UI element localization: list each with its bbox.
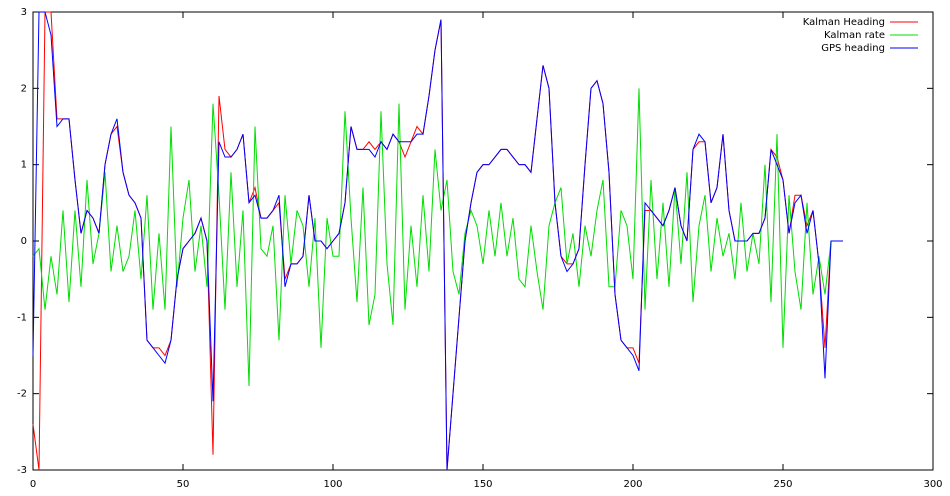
x-tick-label: 100 bbox=[323, 479, 342, 490]
y-tick-label: 2 bbox=[21, 83, 27, 94]
series-line bbox=[32, 88, 843, 387]
y-tick-label: -2 bbox=[17, 389, 27, 400]
x-tick-label: 250 bbox=[773, 479, 792, 490]
y-tick-label: 0 bbox=[21, 236, 27, 247]
x-tick-label: 50 bbox=[177, 479, 190, 490]
y-tick-label: 1 bbox=[21, 160, 27, 171]
x-tick-label: 0 bbox=[30, 479, 36, 490]
series-line bbox=[32, 11, 843, 471]
x-tick-label: 150 bbox=[473, 479, 492, 490]
y-tick-label: -1 bbox=[17, 312, 27, 323]
legend-label: Kalman rate bbox=[824, 30, 885, 41]
x-tick-label: 200 bbox=[623, 479, 642, 490]
legend-label: GPS heading bbox=[821, 43, 885, 54]
plot-frame bbox=[32, 11, 934, 471]
legend-label: Kalman Heading bbox=[803, 17, 885, 28]
y-tick-label: -3 bbox=[17, 465, 27, 476]
series-line bbox=[32, 11, 843, 471]
y-tick-label: 3 bbox=[21, 7, 27, 18]
x-tick-label: 300 bbox=[923, 479, 942, 490]
